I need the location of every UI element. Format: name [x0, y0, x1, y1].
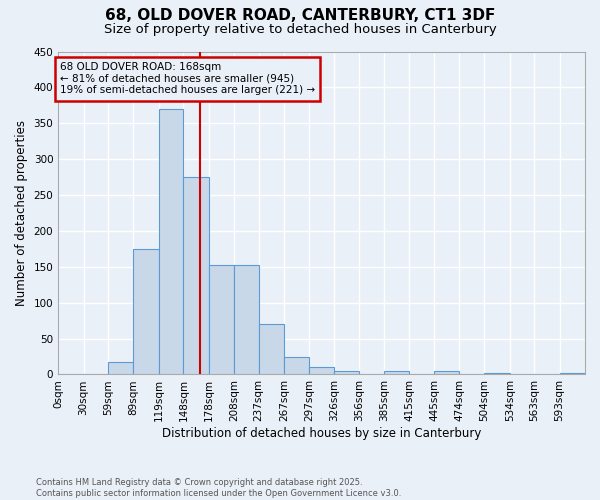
- Bar: [234, 266, 259, 374]
- Bar: [108, 362, 133, 374]
- Y-axis label: Number of detached properties: Number of detached properties: [15, 120, 28, 306]
- Text: Size of property relative to detached houses in Canterbury: Size of property relative to detached ho…: [104, 22, 496, 36]
- Bar: [434, 371, 459, 374]
- Text: 68 OLD DOVER ROAD: 168sqm
← 81% of detached houses are smaller (945)
19% of semi: 68 OLD DOVER ROAD: 168sqm ← 81% of detac…: [60, 62, 315, 96]
- Bar: [159, 109, 184, 374]
- Text: 68, OLD DOVER ROAD, CANTERBURY, CT1 3DF: 68, OLD DOVER ROAD, CANTERBURY, CT1 3DF: [105, 8, 495, 22]
- Bar: [209, 266, 234, 374]
- Bar: [310, 368, 334, 374]
- Bar: [334, 371, 359, 374]
- Bar: [384, 371, 409, 374]
- Bar: [484, 373, 510, 374]
- Text: Contains HM Land Registry data © Crown copyright and database right 2025.
Contai: Contains HM Land Registry data © Crown c…: [36, 478, 401, 498]
- X-axis label: Distribution of detached houses by size in Canterbury: Distribution of detached houses by size …: [162, 427, 481, 440]
- Bar: [560, 373, 585, 374]
- Bar: [284, 356, 310, 374]
- Bar: [133, 249, 159, 374]
- Bar: [259, 324, 284, 374]
- Bar: [184, 177, 209, 374]
